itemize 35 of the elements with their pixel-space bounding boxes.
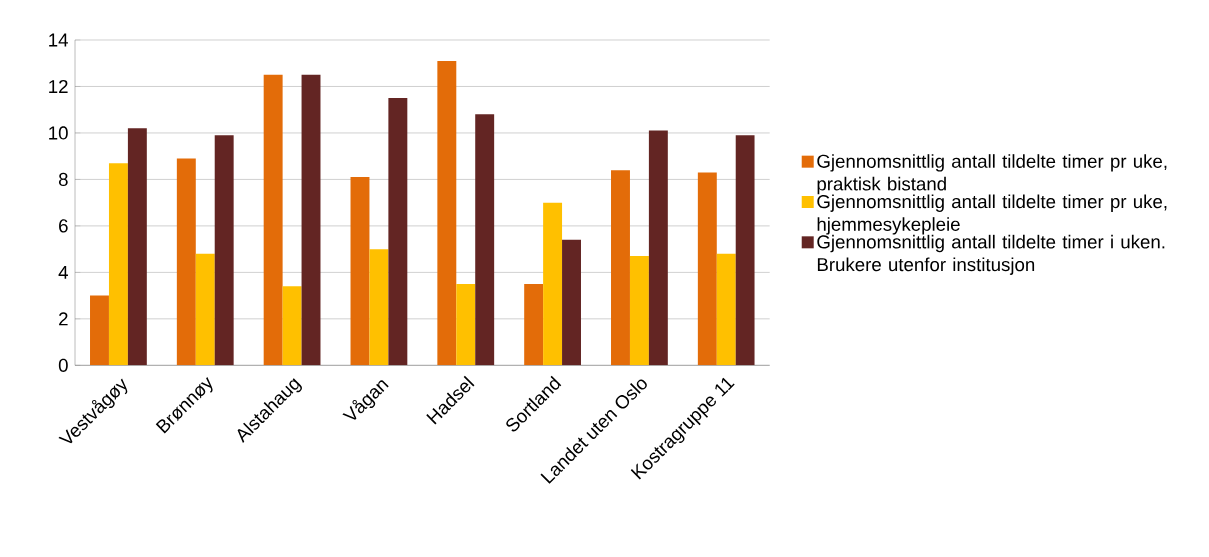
y-tick-label: 12 — [49, 79, 68, 93]
bar — [127, 128, 147, 366]
bar — [697, 172, 717, 366]
bar — [456, 284, 476, 366]
y-tick-label: 8 — [58, 172, 68, 187]
bar — [437, 60, 457, 366]
legend-label: Gjennomsnittlig antall tildelte timer pr uke, praktisk bistand — [817, 154, 1167, 195]
y-tick-label: 6 — [59, 219, 68, 233]
bar — [90, 295, 109, 366]
y-tick-label: 10 — [49, 126, 68, 140]
bar — [524, 284, 544, 366]
bar — [543, 202, 563, 366]
bar — [282, 286, 302, 366]
y-tick-label: 0 — [58, 358, 68, 372]
bar — [176, 158, 196, 366]
legend-label: Gjennomsnittlig antall tildelte timer i uken. Brukere utenfor institusjon — [817, 234, 1165, 275]
bar — [301, 74, 321, 366]
y-tick-label: 4 — [58, 265, 68, 279]
bar — [735, 135, 755, 366]
bar — [214, 135, 234, 366]
bar — [611, 170, 630, 366]
bar — [629, 256, 649, 366]
bar — [388, 98, 408, 366]
y-tick-label: 2 — [59, 312, 68, 326]
bar — [108, 163, 128, 366]
bar — [369, 249, 389, 366]
bar — [648, 130, 668, 366]
bar — [716, 253, 736, 366]
y-tick-label: 14 — [49, 33, 68, 47]
bar — [350, 177, 370, 366]
bar — [562, 239, 581, 366]
bar — [195, 253, 215, 366]
bar — [263, 74, 283, 366]
bar — [475, 114, 495, 366]
legend-label: Gjennomsnittlig antall tildelte timer pr uke, hjemmesykepleie — [817, 194, 1167, 235]
